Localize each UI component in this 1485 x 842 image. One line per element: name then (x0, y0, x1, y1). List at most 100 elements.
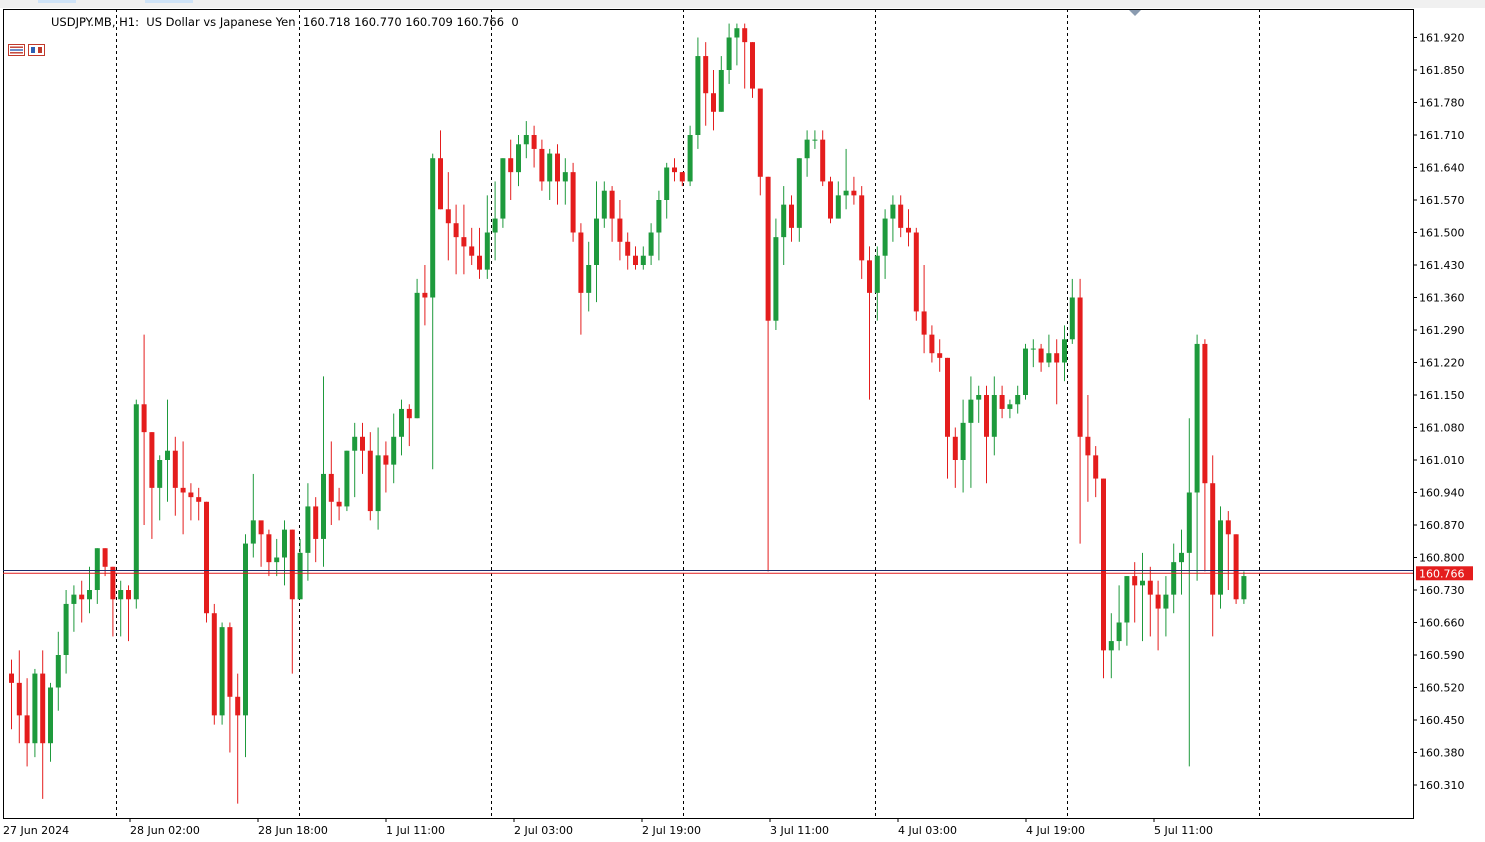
candle-body (16, 682, 22, 716)
candle (617, 200, 623, 261)
candle (250, 473, 256, 558)
candle (1124, 576, 1130, 646)
candle-body (1062, 339, 1067, 363)
chart-header: USDJPY.MB, H1: US Dollar vs Japanese Yen… (8, 14, 519, 56)
candle-body (1093, 455, 1099, 479)
candle (63, 590, 69, 674)
candle-body (656, 200, 662, 233)
candle (1085, 395, 1091, 502)
candle-body (157, 460, 163, 488)
candle-body (1140, 580, 1145, 586)
candle (48, 682, 53, 762)
price-lines-layer (3, 570, 1413, 574)
candle-body (250, 520, 256, 544)
candle (165, 399, 170, 502)
candle-body (149, 432, 155, 488)
candle-body (1116, 622, 1122, 642)
candle (172, 436, 178, 516)
toolbar-tab[interactable] (145, 0, 193, 3)
candle (196, 487, 202, 521)
candle-body (1186, 492, 1192, 553)
candle (157, 455, 163, 521)
candle-body (945, 357, 950, 437)
candle (867, 246, 872, 400)
candle-body (531, 135, 537, 149)
y-tick-label: 161.360 (1419, 292, 1465, 305)
candle-body (282, 529, 287, 558)
candle-body (1171, 562, 1177, 595)
candle (110, 566, 116, 637)
ohlc-values: 160.718 160.770 160.709 160.766 (302, 15, 505, 29)
candle-body (321, 473, 326, 539)
current-price-tag-bg (1416, 566, 1473, 581)
candle-body (32, 673, 38, 744)
candle (679, 172, 685, 187)
candle-body (469, 246, 475, 256)
candle (484, 195, 490, 279)
candle (40, 650, 46, 799)
candle-body (1007, 404, 1013, 409)
candle-body (406, 408, 412, 419)
candle-body (188, 492, 194, 498)
y-tick-label: 161.780 (1419, 97, 1465, 110)
y-tick-label: 161.010 (1419, 454, 1465, 467)
top-toolbar-strip (0, 0, 1485, 8)
candle (773, 218, 779, 330)
candle-body (1233, 534, 1239, 600)
toolbar-tab[interactable] (38, 0, 76, 3)
candle-body (1225, 520, 1231, 535)
candle-body (445, 209, 451, 224)
candle-body (1163, 594, 1169, 609)
candle-body (570, 172, 576, 233)
y-tick-label: 161.150 (1419, 389, 1465, 402)
candle-body (586, 265, 592, 293)
y-tick-label: 160.870 (1419, 519, 1465, 532)
candle-body (976, 395, 982, 400)
timeframe: H1: (119, 15, 139, 29)
candle-body (1179, 552, 1184, 563)
candle-body (820, 139, 826, 182)
current-price-tag: 160.766 (1416, 566, 1473, 581)
candle (492, 181, 498, 261)
candle (94, 548, 100, 604)
candle (781, 186, 787, 265)
candle-body (859, 195, 865, 261)
candle-body (835, 195, 841, 219)
y-tick-label: 160.800 (1419, 552, 1465, 565)
candle (648, 223, 654, 265)
candle-body (399, 408, 404, 437)
candle-body (477, 255, 482, 270)
candle (141, 334, 147, 525)
candle-body (367, 450, 373, 512)
one-click-trading-icon[interactable] (28, 15, 45, 56)
chart-list-icon[interactable] (8, 15, 25, 56)
candle (1210, 455, 1216, 637)
x-tick-label: 3 Jul 11:00 (770, 824, 829, 837)
y-tick-label: 161.850 (1419, 64, 1465, 77)
candle (414, 278, 420, 419)
candle-body (539, 148, 545, 182)
candle (937, 339, 943, 372)
candle (664, 162, 670, 219)
y-tick-label: 160.590 (1419, 649, 1465, 662)
x-tick-label: 4 Jul 19:00 (1026, 824, 1085, 837)
candle-body (94, 548, 100, 590)
candle (601, 181, 607, 228)
y-tick-label: 161.710 (1419, 129, 1465, 142)
candle-body (79, 594, 85, 600)
candle-body (913, 232, 919, 312)
candle (812, 130, 818, 149)
candle (1241, 571, 1247, 604)
candle-body (679, 172, 685, 182)
candle (445, 172, 451, 261)
candle-body (594, 218, 599, 265)
candle (695, 37, 701, 149)
candle-body (773, 237, 779, 321)
candle-body (391, 436, 397, 465)
candle (874, 246, 880, 321)
candle (945, 357, 950, 479)
candle (1108, 613, 1114, 679)
candle (1046, 334, 1052, 368)
candle-body (562, 172, 568, 182)
